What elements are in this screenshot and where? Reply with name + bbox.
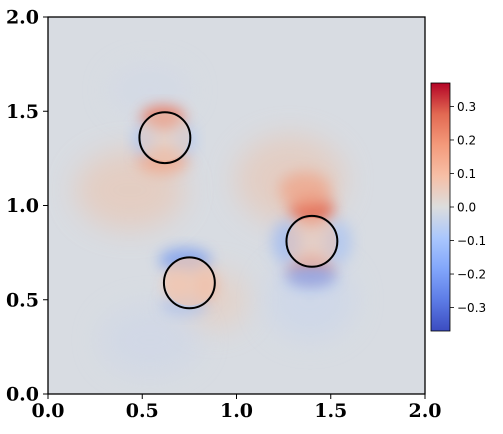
colorbar-tick-label: 0.3 (457, 100, 476, 114)
y-tick-label: 1.5 (6, 101, 39, 123)
colorbar-tick-label: 0.1 (457, 167, 476, 181)
circle-interior (287, 217, 336, 266)
obstacle-circle-2 (162, 256, 216, 310)
field-blob (279, 172, 331, 208)
x-tick-label: 0.0 (31, 400, 64, 422)
y-tick-label: 0.0 (6, 384, 39, 406)
colorbar-tick-label: −0.1 (457, 234, 486, 248)
y-tick-label: 1.0 (6, 195, 39, 217)
y-tick-label: 0.5 (6, 289, 39, 311)
colorbar-ticks: 0.3 0.2 0.1 0.0 −0.1 −0.2 −0.3 (450, 100, 486, 315)
field-blob (100, 305, 200, 375)
x-tick-label: 1.5 (314, 400, 347, 422)
obstacle-circle-3 (285, 214, 339, 268)
colorbar-tick-label: 0.0 (457, 200, 476, 214)
colorbar (430, 82, 451, 332)
x-tick-label: 2.0 (408, 400, 441, 422)
x-tick-label: 0.5 (126, 400, 159, 422)
colorbar-tick-label: −0.2 (457, 267, 486, 281)
y-axis: 0.0 0.5 1.0 1.5 2.0 (6, 7, 48, 406)
circle-interiors (140, 112, 336, 306)
colorbar-tick-label: 0.2 (457, 133, 476, 147)
circle-interior (165, 257, 214, 306)
field-blob (285, 264, 337, 288)
y-tick-label: 2.0 (6, 7, 39, 29)
x-tick-label: 1.0 (220, 400, 253, 422)
circles-layer (138, 111, 339, 310)
field-layer (75, 65, 355, 375)
circle-interior (140, 112, 189, 161)
x-axis: 0.0 0.5 1.0 1.5 2.0 (31, 394, 442, 422)
field-blob (110, 65, 190, 115)
obstacle-circle-1 (138, 111, 192, 165)
colorbar-tick-label: −0.3 (457, 301, 486, 315)
